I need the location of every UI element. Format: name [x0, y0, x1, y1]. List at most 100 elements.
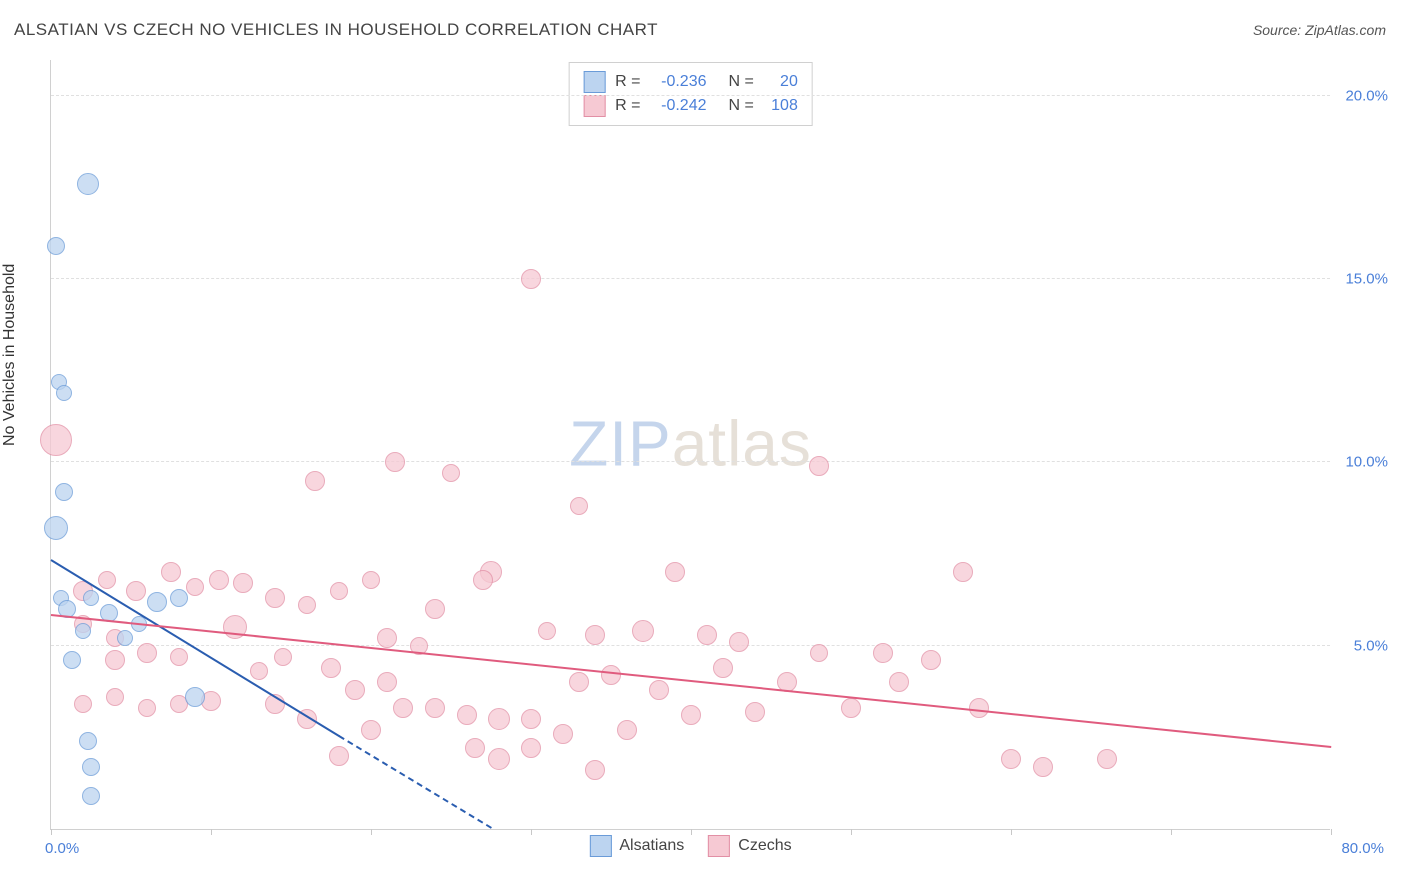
x-tick	[371, 829, 372, 835]
legend-r-value: -0.236	[651, 73, 707, 91]
gridline-h	[51, 645, 1330, 646]
data-point-pink	[393, 698, 413, 718]
data-point-pink	[601, 665, 621, 685]
data-point-pink	[585, 625, 605, 645]
data-point-pink	[465, 738, 485, 758]
data-point-pink	[274, 648, 292, 666]
legend-r-label: R =	[615, 97, 640, 115]
data-point-pink	[233, 573, 253, 593]
legend-row-blue: R = -0.236 N = 20	[583, 71, 798, 93]
data-point-blue	[77, 173, 99, 195]
gridline-h	[51, 278, 1330, 279]
y-axis-title: No Vehicles in Household	[1, 264, 19, 446]
data-point-blue	[44, 516, 68, 540]
y-tick-label: 5.0%	[1354, 637, 1388, 654]
data-point-blue	[83, 590, 99, 606]
x-tick	[1011, 829, 1012, 835]
x-tick	[1331, 829, 1332, 835]
x-tick-label: 0.0%	[45, 840, 79, 857]
data-point-pink	[330, 582, 348, 600]
data-point-blue	[147, 592, 167, 612]
legend-row-pink: R =-0.242N =108	[583, 95, 798, 117]
legend-swatch	[708, 835, 730, 857]
x-tick	[51, 829, 52, 835]
data-point-pink	[521, 269, 541, 289]
legend-n-value: 20	[764, 73, 798, 91]
data-point-pink	[953, 562, 973, 582]
legend-swatch	[589, 835, 611, 857]
data-point-pink	[126, 581, 146, 601]
data-point-pink	[329, 746, 349, 766]
data-point-blue	[63, 651, 81, 669]
data-point-pink	[538, 622, 556, 640]
series-legend-item-blue: Alsatians	[589, 835, 684, 857]
data-point-pink	[98, 571, 116, 589]
data-point-blue	[55, 483, 73, 501]
data-point-pink	[442, 464, 460, 482]
watermark-zip: ZIP	[569, 407, 672, 479]
data-point-pink	[40, 424, 72, 456]
x-tick	[531, 829, 532, 835]
data-point-pink	[209, 570, 229, 590]
legend-swatch	[583, 95, 605, 117]
data-point-pink	[488, 748, 510, 770]
data-point-blue	[82, 787, 100, 805]
data-point-pink	[265, 588, 285, 608]
watermark-atlas: atlas	[672, 407, 812, 479]
data-point-pink	[521, 738, 541, 758]
data-point-pink	[697, 625, 717, 645]
data-point-pink	[137, 643, 157, 663]
data-point-blue	[170, 589, 188, 607]
data-point-blue	[47, 237, 65, 255]
data-point-pink	[488, 708, 510, 730]
data-point-pink	[585, 760, 605, 780]
series-legend-item-pink: Czechs	[708, 835, 791, 857]
source-attribution: Source: ZipAtlas.com	[1253, 22, 1386, 38]
watermark: ZIPatlas	[569, 406, 812, 480]
chart-title: ALSATIAN VS CZECH NO VEHICLES IN HOUSEHO…	[14, 20, 658, 40]
legend-swatch	[583, 71, 605, 93]
data-point-blue	[82, 758, 100, 776]
scatter-plot-area: ZIPatlas R =-0.236N =20R =-0.242N =108 A…	[50, 60, 1330, 830]
data-point-pink	[105, 650, 125, 670]
data-point-pink	[617, 720, 637, 740]
trendline-pink	[51, 614, 1331, 748]
data-point-blue	[185, 687, 205, 707]
data-point-pink	[377, 672, 397, 692]
data-point-pink	[74, 695, 92, 713]
y-tick-label: 10.0%	[1345, 454, 1388, 471]
y-tick-label: 15.0%	[1345, 271, 1388, 288]
data-point-pink	[713, 658, 733, 678]
data-point-pink	[841, 698, 861, 718]
legend-r-label: R =	[615, 73, 640, 91]
data-point-pink	[1001, 749, 1021, 769]
x-tick	[1171, 829, 1172, 835]
data-point-pink	[138, 699, 156, 717]
data-point-pink	[632, 620, 654, 642]
data-point-pink	[170, 648, 188, 666]
data-point-pink	[810, 644, 828, 662]
data-point-blue	[56, 385, 72, 401]
data-point-blue	[75, 623, 91, 639]
data-point-pink	[745, 702, 765, 722]
data-point-pink	[321, 658, 341, 678]
data-point-pink	[425, 698, 445, 718]
data-point-pink	[298, 596, 316, 614]
data-point-blue	[79, 732, 97, 750]
x-tick-label: 80.0%	[1341, 840, 1384, 857]
data-point-pink	[521, 709, 541, 729]
legend-n-label: N =	[729, 73, 754, 91]
data-point-pink	[161, 562, 181, 582]
legend-n-label: N =	[729, 97, 754, 115]
x-tick	[691, 829, 692, 835]
series-legend: Alsatians Czechs	[589, 835, 791, 857]
data-point-pink	[361, 720, 381, 740]
data-point-pink	[377, 628, 397, 648]
series-legend-label: Czechs	[738, 837, 791, 855]
data-point-pink	[889, 672, 909, 692]
data-point-pink	[457, 705, 477, 725]
data-point-pink	[305, 471, 325, 491]
data-point-pink	[425, 599, 445, 619]
data-point-pink	[473, 570, 493, 590]
legend-r-value: -0.242	[651, 97, 707, 115]
